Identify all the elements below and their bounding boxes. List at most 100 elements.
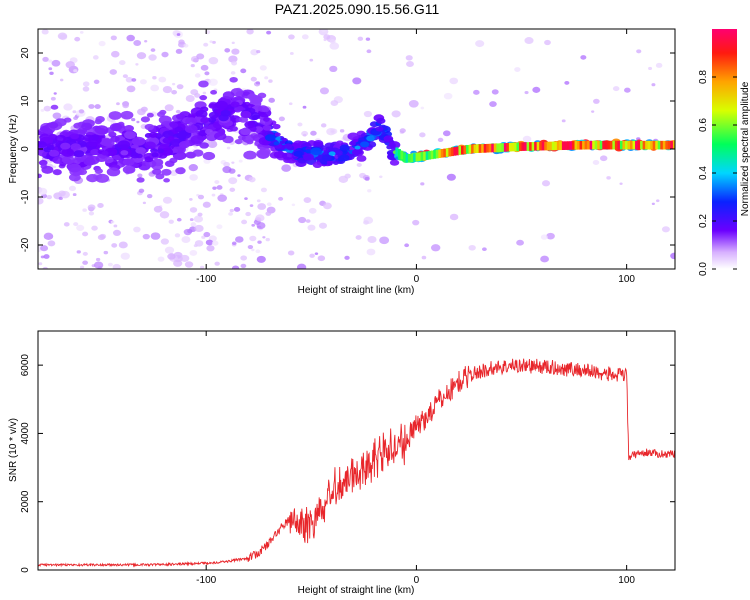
noise-blob xyxy=(305,219,311,223)
ridge-line-segment xyxy=(622,140,626,150)
ridge-line-segment xyxy=(496,143,500,153)
ridge-blob xyxy=(136,177,145,183)
ridge-line-segment xyxy=(627,140,631,150)
noise-blob xyxy=(297,122,303,127)
noise-blob xyxy=(473,89,480,95)
ridge-blob xyxy=(272,123,281,130)
noise-blob xyxy=(330,100,339,106)
ridge-line-segment xyxy=(582,140,586,150)
ridge-blob xyxy=(262,124,272,131)
noise-blob xyxy=(176,84,184,90)
ridge-blob xyxy=(109,123,122,132)
noise-blob xyxy=(203,42,209,47)
ridge-line-segment xyxy=(630,140,634,150)
noise-blob xyxy=(193,244,198,248)
noise-blob xyxy=(648,66,653,70)
noise-blob xyxy=(301,130,309,137)
noise-blob xyxy=(206,245,215,252)
ridge-line-segment xyxy=(473,144,477,154)
noise-blob xyxy=(250,49,259,56)
ridge-line-segment xyxy=(508,142,512,152)
ridge-blob xyxy=(38,141,47,148)
noise-blob xyxy=(164,246,175,254)
noise-blob xyxy=(185,95,195,102)
noise-blob xyxy=(217,194,228,202)
ridge-line-segment xyxy=(506,142,510,152)
ridge-blob xyxy=(73,150,85,158)
y-tick-label: 20 xyxy=(20,47,31,59)
noise-blob xyxy=(65,61,75,69)
ridge-line-segment xyxy=(660,140,664,150)
noise-blob xyxy=(651,83,656,87)
ridge-line-segment xyxy=(571,141,575,150)
ridge-blob xyxy=(43,147,52,153)
noise-blob xyxy=(175,48,183,54)
ridge-line-segment xyxy=(493,143,497,153)
ridge-line-segment xyxy=(665,140,669,150)
ridge-line-segment xyxy=(546,141,550,151)
ridge-line-segment xyxy=(539,141,543,151)
noise-blob xyxy=(329,65,338,73)
ridge-blob xyxy=(339,144,350,152)
noise-blob xyxy=(399,128,406,134)
x-tick-label: 100 xyxy=(618,575,635,586)
ridge-blob xyxy=(389,159,400,166)
noise-blob xyxy=(110,220,115,224)
ridge-blob xyxy=(157,148,165,154)
noise-blob xyxy=(194,224,204,233)
noise-blob xyxy=(135,63,139,66)
noise-blob xyxy=(367,189,372,193)
noise-blob xyxy=(244,197,248,200)
ridge-blob xyxy=(199,95,208,101)
noise-blob xyxy=(111,50,120,58)
ridge-line-segment xyxy=(428,150,432,160)
ridge-line-segment xyxy=(402,152,406,161)
noise-blob xyxy=(516,239,524,246)
ridge-blob xyxy=(351,149,361,155)
noise-blob xyxy=(612,86,620,92)
ridge-line-segment xyxy=(645,140,649,150)
ridge-line-segment xyxy=(607,140,611,150)
ridge-blob xyxy=(310,147,322,156)
noise-blob xyxy=(103,250,109,255)
noise-blob xyxy=(139,79,147,85)
noise-blob xyxy=(408,99,419,108)
ridge-blob xyxy=(348,141,356,146)
noise-blob xyxy=(53,92,57,95)
noise-blob xyxy=(72,193,77,197)
ridge-blob xyxy=(117,140,131,149)
ridge-blob xyxy=(101,150,109,156)
noise-blob xyxy=(249,204,254,207)
ridge-blob xyxy=(273,150,285,159)
noise-blob xyxy=(148,54,157,61)
ridge-line-segment xyxy=(589,140,593,150)
ridge-blob xyxy=(148,132,158,138)
y-tick-label: -20 xyxy=(20,237,31,252)
noise-blob xyxy=(287,250,295,256)
noise-blob xyxy=(231,41,235,45)
noise-blob xyxy=(152,76,157,80)
ridge-blob xyxy=(94,119,103,125)
noise-blob xyxy=(491,89,499,95)
noise-blob xyxy=(256,222,266,229)
noise-blob xyxy=(265,211,272,216)
ridge-blob xyxy=(198,80,209,88)
ridge-blob xyxy=(208,111,219,119)
y-tick-label: 2000 xyxy=(20,490,31,513)
noise-blob xyxy=(91,225,98,231)
noise-blob xyxy=(136,120,140,124)
noise-blob xyxy=(260,187,267,193)
ridge-blob xyxy=(383,135,394,142)
ridge-blob xyxy=(38,130,43,136)
ridge-line-segment xyxy=(652,140,656,150)
ridge-blob xyxy=(77,127,88,134)
noise-blob xyxy=(278,116,285,122)
noise-blob xyxy=(235,236,244,243)
ridge-blob xyxy=(334,149,343,156)
noise-blob xyxy=(442,130,451,137)
noise-blob xyxy=(178,39,185,45)
noise-blob xyxy=(259,65,267,71)
ridge-line-segment xyxy=(405,154,409,163)
noise-blob xyxy=(48,67,53,71)
noise-blob xyxy=(58,196,63,201)
